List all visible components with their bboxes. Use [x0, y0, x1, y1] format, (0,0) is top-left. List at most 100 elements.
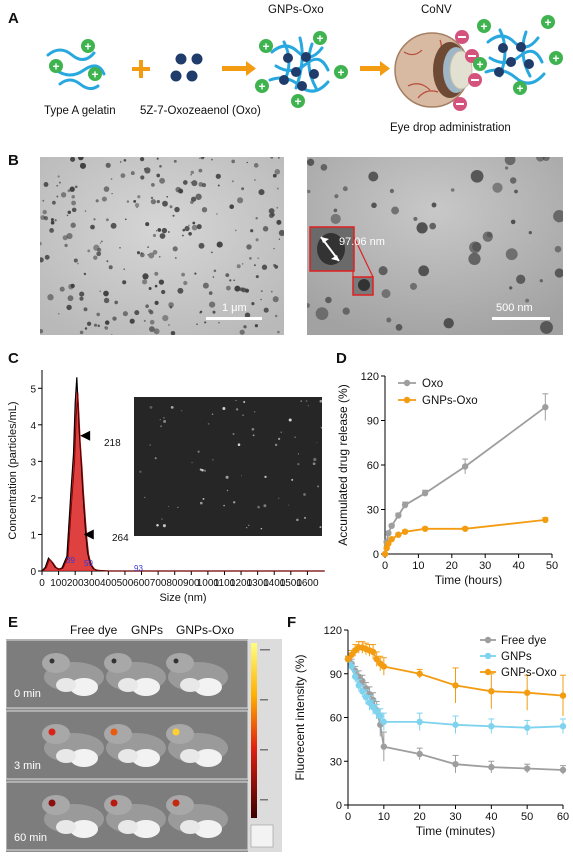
x-tick-label: 30: [449, 811, 461, 823]
gnps-oxo-on-eye-icon: + + + + +: [473, 15, 563, 96]
panel-a-illustration: + + +: [46, 15, 563, 111]
x-tick-label: 0: [345, 811, 351, 823]
rat-paw: [118, 820, 138, 834]
data-point: [373, 708, 380, 715]
data-point: [395, 531, 402, 538]
data-point: [461, 463, 469, 470]
data-point: [461, 525, 469, 532]
x-axis-label: Size (nm): [159, 592, 206, 604]
data-point: [421, 489, 429, 497]
x-tick-label: 1100: [214, 578, 236, 589]
data-point: [421, 525, 429, 532]
chart-c-container: 0 1 2 3 4 5 0 100 200 300 400 500 600 700 800 900 1000 11…: [0, 360, 330, 610]
legend-label: GNPs-Oxo: [501, 667, 557, 679]
x-tick-label: 60: [557, 811, 569, 823]
data-point: [395, 512, 402, 519]
data-point: [559, 692, 567, 699]
x-tick-label: 1300: [247, 578, 270, 589]
rat-paw: [132, 678, 160, 696]
legend-marker: [484, 652, 492, 660]
svg-text:+: +: [91, 68, 98, 82]
series-line-1: [384, 519, 546, 555]
legend-marker: [403, 379, 411, 387]
rat-paw: [180, 678, 200, 692]
data-point: [385, 540, 392, 547]
y-tick-label: 90: [330, 669, 342, 681]
x-tick-label: 40: [485, 811, 497, 823]
data-point: [380, 743, 388, 750]
x-tick-label: 0: [39, 578, 45, 589]
panel-e-label: E: [8, 614, 19, 631]
legend-label: Oxo: [422, 378, 443, 390]
x-tick-label: 200: [67, 578, 84, 589]
rat-paw: [118, 749, 138, 763]
legend-label: Free dye: [501, 635, 546, 647]
data-point: [416, 718, 423, 726]
y-tick-label: 3: [30, 457, 36, 468]
data-point: [388, 522, 395, 530]
gelatin-icon: [46, 48, 106, 91]
conv-label: CoNV: [421, 4, 452, 16]
data-point: [366, 699, 373, 707]
data-point: [401, 501, 409, 509]
y-tick-label: 120: [361, 371, 379, 383]
column-gnps: GNPs: [131, 623, 164, 637]
svg-text:+: +: [337, 66, 344, 80]
minor-label-39: 39: [66, 556, 75, 565]
x-tick-label: 50: [546, 560, 558, 572]
data-point: [542, 516, 549, 524]
rat-head: [42, 653, 70, 673]
minor-label-59: 59: [84, 559, 93, 568]
svg-text:+: +: [84, 40, 91, 54]
peak-marker-264: [83, 529, 94, 540]
nta-particles: [134, 397, 322, 536]
svg-text:+: +: [316, 32, 323, 46]
rat-head: [104, 653, 132, 673]
data-point: [523, 689, 531, 696]
data-point: [385, 530, 392, 537]
svg-text:+: +: [516, 82, 523, 96]
rat-paw: [132, 820, 160, 838]
y-tick-label: 30: [367, 505, 379, 517]
x-tick-label: 800: [166, 578, 183, 589]
x-tick-label: 10: [412, 560, 424, 572]
legend-marker: [484, 668, 492, 676]
rat-paw: [56, 678, 76, 692]
rat-head: [42, 724, 70, 744]
data-point: [523, 724, 531, 731]
data-point: [377, 712, 384, 720]
legend-marker: [403, 396, 411, 404]
x-tick-label: 1200: [230, 578, 253, 589]
x-tick-label: 40: [512, 560, 524, 572]
data-point: [362, 693, 370, 701]
svg-text:+: +: [480, 20, 487, 34]
x-tick-label: 300: [83, 578, 100, 589]
y-tick-label: 0: [373, 549, 379, 561]
ivis-rows: [5, 639, 249, 851]
data-point: [359, 688, 366, 695]
y-tick-label: 5: [30, 384, 36, 395]
svg-text:+: +: [476, 58, 483, 72]
x-tick-label: 0: [382, 560, 388, 572]
rat-paw: [70, 749, 98, 767]
x-tick-label: 100: [50, 578, 67, 589]
y-axis-label: Fluorecent intensity (%): [293, 654, 307, 780]
y-tick-label: 60: [367, 460, 379, 472]
x-tick-label: 30: [479, 560, 491, 572]
fluorescence-spot: [172, 799, 180, 807]
fluorescence-spot: [172, 728, 180, 736]
tem-particles-low: [40, 157, 284, 335]
data-point: [416, 750, 423, 758]
fluorescence-spot: [48, 728, 56, 736]
rat-paw: [56, 749, 76, 763]
svg-text:+: +: [258, 80, 265, 94]
data-point: [452, 760, 459, 768]
rat-paw: [194, 820, 222, 838]
peak-marker-218: [80, 430, 91, 441]
ivis-imaging-panel: [5, 639, 249, 852]
y-tick-label: 1: [30, 530, 36, 541]
plus-operator-icon: [132, 60, 150, 78]
legend-label: GNPs: [501, 651, 532, 663]
scale-bar-500nm: [492, 317, 550, 320]
data-point: [452, 682, 459, 689]
